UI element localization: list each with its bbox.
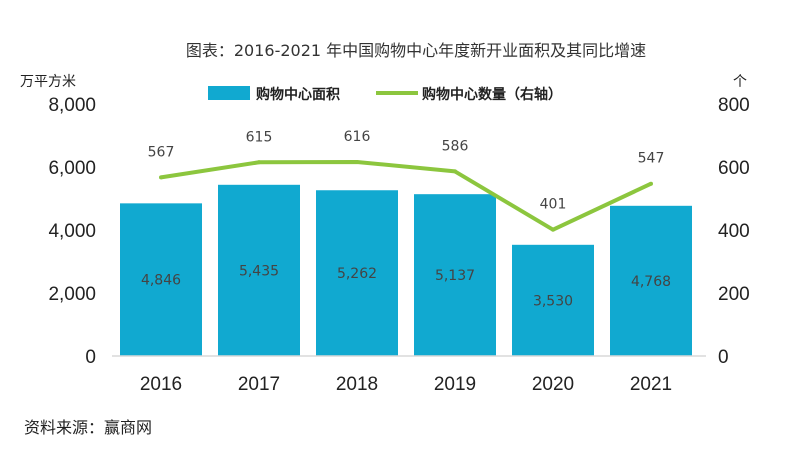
legend: 购物中心面积 购物中心数量（右轴）	[208, 86, 562, 103]
left-tick-label: 8,000	[48, 95, 96, 116]
left-axis-unit: 万平方米	[20, 74, 76, 90]
left-tick-label: 4,000	[48, 221, 96, 242]
line-value-label: 567	[148, 144, 175, 160]
bar	[414, 194, 496, 356]
x-tick-label: 2021	[630, 374, 672, 395]
legend-bar-label: 购物中心面积	[256, 86, 340, 103]
bar-value-label: 3,530	[533, 293, 573, 309]
line-value-label: 586	[442, 138, 469, 154]
left-tick-label: 2,000	[48, 284, 96, 305]
line-point	[257, 160, 261, 165]
line-point	[649, 181, 653, 186]
right-tick-label: 800	[718, 95, 750, 116]
line-point	[453, 169, 457, 174]
x-tick-label: 2020	[532, 374, 574, 395]
line-value-label: 401	[540, 197, 567, 213]
bar-value-label: 5,435	[239, 263, 279, 279]
x-tick-label: 2016	[140, 374, 182, 395]
line-value-label: 616	[344, 129, 371, 145]
line-point	[355, 159, 359, 164]
left-tick-label: 0	[85, 347, 96, 368]
line-series	[160, 159, 652, 232]
line-value-label: 547	[638, 151, 665, 167]
bar	[218, 184, 300, 356]
chart-title: 图表：2016-2021 年中国购物中心年度新开业面积及其同比增速	[186, 41, 646, 60]
line-value-label: 615	[246, 129, 273, 145]
right-tick-label: 600	[718, 158, 750, 179]
legend-bar-swatch	[208, 86, 250, 100]
left-tick-label: 6,000	[48, 158, 96, 179]
bar-value-label: 5,137	[435, 268, 475, 284]
x-tick-label: 2019	[434, 374, 476, 395]
x-tick-label: 2017	[238, 374, 280, 395]
bar-value-label: 5,262	[337, 266, 377, 282]
source-note: 资料来源：赢商网	[24, 418, 152, 437]
right-tick-label: 0	[718, 347, 729, 368]
bar	[120, 203, 202, 356]
bar	[512, 244, 594, 356]
right-tick-label: 400	[718, 221, 750, 242]
right-axis-unit: 个	[733, 74, 747, 90]
x-tick-label: 2018	[336, 374, 378, 395]
bar	[610, 205, 692, 356]
line-point	[551, 227, 555, 232]
bar-value-label: 4,846	[141, 273, 181, 289]
bar	[316, 190, 398, 356]
right-tick-label: 200	[718, 284, 750, 305]
bar-value-label: 4,768	[631, 274, 671, 290]
legend-line-label: 购物中心数量（右轴）	[422, 86, 562, 103]
line-point	[159, 175, 163, 180]
